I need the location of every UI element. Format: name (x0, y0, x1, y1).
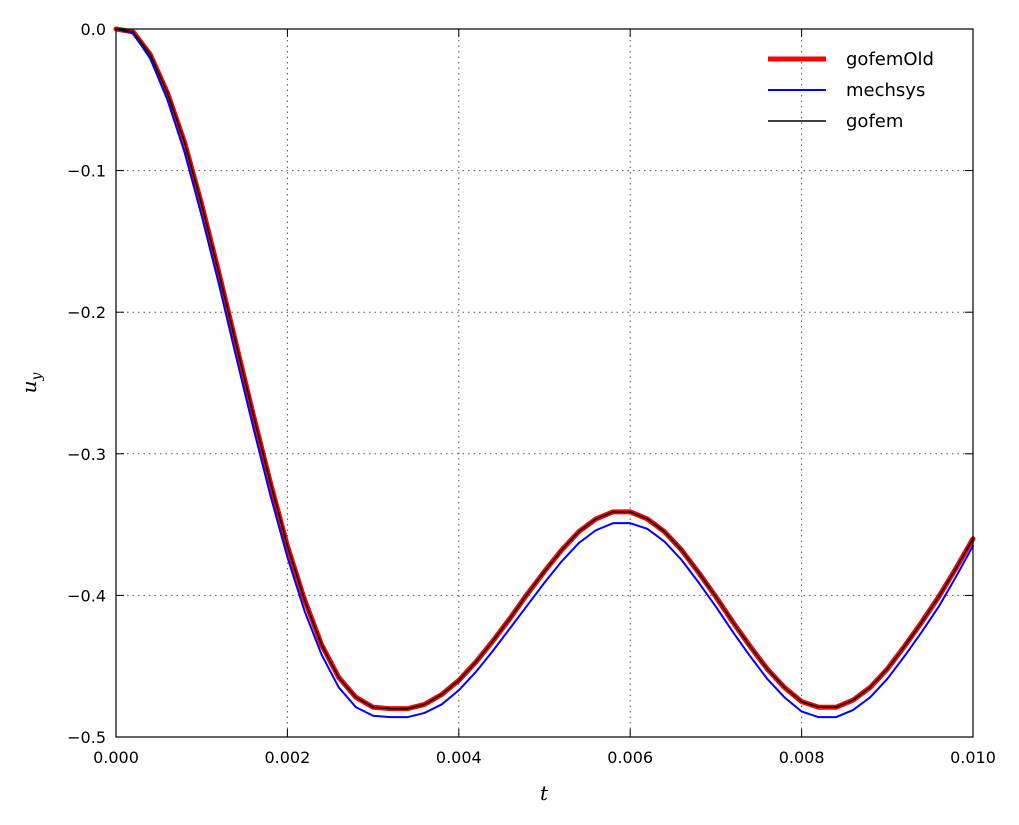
y-tick-label: 0.0 (81, 20, 106, 39)
y-tick-label: −0.4 (67, 586, 106, 605)
plot-frame (115, 28, 974, 738)
y-tick-label: −0.1 (67, 162, 106, 181)
y-tick-label: −0.3 (67, 445, 106, 464)
legend-label-gofemold: gofemOld (846, 49, 934, 70)
y-tick-label: −0.2 (67, 303, 106, 322)
legend-label-gofem: gofem (846, 111, 903, 132)
x-tick-label: 0.006 (607, 748, 653, 767)
legend-label-mechsys: mechsys (846, 80, 925, 101)
x-tick-label: 0.004 (436, 748, 482, 767)
series-layer (113, 26, 976, 719)
series-line-gofem (115, 28, 974, 710)
y-axis-label-base: u (17, 381, 41, 394)
y-axis-label-group: uy (17, 372, 45, 394)
x-axis-label: t (540, 781, 549, 805)
x-tick-label: 0.000 (93, 748, 139, 767)
label-layer: t uy (17, 372, 549, 805)
x-tick-label: 0.010 (950, 748, 996, 767)
series-line-mechsys (115, 28, 974, 719)
x-tick-label: 0.008 (779, 748, 825, 767)
tick-layer: 0.000 0.002 0.004 0.006 0.008 0.010 0.0 −0.1 −0.… (67, 20, 996, 767)
y-axis-label: uy (17, 372, 45, 394)
y-axis-label-subscript: y (29, 372, 45, 382)
y-tick-label: −0.5 (67, 728, 106, 747)
legend: gofemOld mechsys gofem (768, 49, 934, 132)
x-tick-label: 0.002 (264, 748, 310, 767)
